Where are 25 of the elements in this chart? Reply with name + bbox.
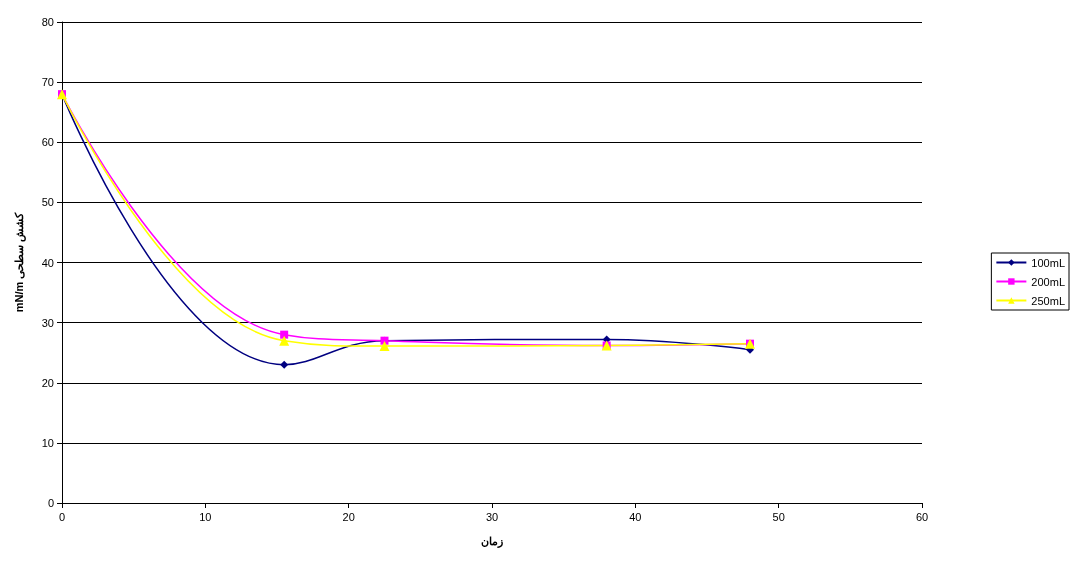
- y-tick-label: 30: [41, 316, 54, 329]
- x-tick-label: 30: [485, 510, 499, 523]
- legend-label: 100mL: [1031, 256, 1066, 269]
- y-tick-label: 20: [41, 376, 54, 389]
- x-tick-label: 10: [199, 510, 212, 523]
- y-tick-label: 10: [41, 436, 54, 449]
- x-tick-label: 50: [772, 510, 785, 523]
- y-tick-label: 40: [41, 256, 54, 269]
- point: [379, 341, 390, 352]
- legend-label: 250mL: [1031, 294, 1066, 307]
- point: [279, 335, 290, 346]
- y-tick-label: 80: [41, 16, 54, 28]
- y-tick-label: 50: [41, 196, 54, 209]
- x-axis-title: زمان: [481, 534, 503, 548]
- y-tick-label: 70: [41, 76, 54, 89]
- legend-label: 200mL: [1031, 275, 1066, 288]
- point: [280, 330, 289, 339]
- x-tick-label: 40: [629, 510, 642, 523]
- x-tick-label: 60: [915, 510, 929, 523]
- x-tick-label: 0: [58, 510, 66, 523]
- point: [280, 360, 289, 369]
- y-tick-label: 60: [41, 136, 54, 149]
- y-axis-title: mN/m کشش سطحی: [12, 211, 26, 313]
- y-tick-label: 0: [47, 497, 54, 509]
- x-tick-label: 20: [342, 510, 355, 523]
